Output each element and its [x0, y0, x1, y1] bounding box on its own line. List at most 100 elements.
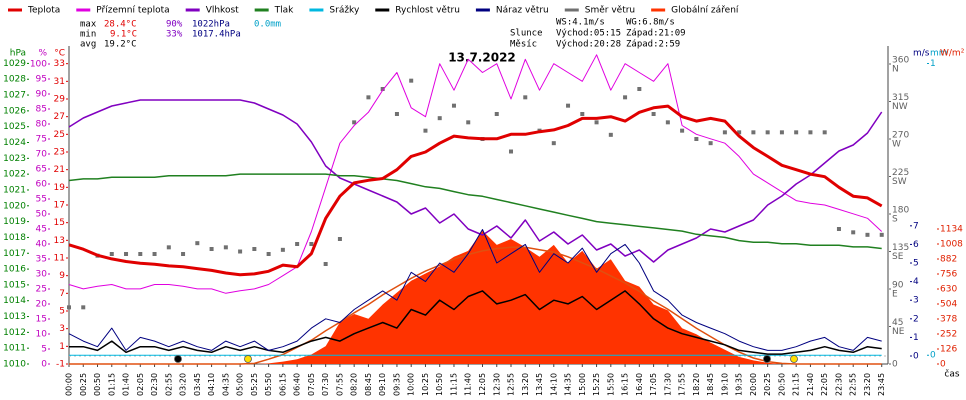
y-tick-label: 0: [41, 360, 47, 370]
y-tick-label: N: [892, 65, 899, 75]
legend-label: Globální záření: [671, 6, 739, 16]
stat-label: max: [80, 20, 97, 30]
point: [580, 112, 585, 116]
point: [665, 120, 670, 125]
y-tick-label: 0: [892, 360, 898, 370]
y-tick-label: 3: [913, 296, 919, 306]
y-tick-label: 25: [36, 285, 47, 295]
y-tick-label: W: [892, 140, 901, 150]
point: [394, 112, 399, 116]
y-tick-label: 5: [41, 345, 47, 355]
y-tick-label: 29: [54, 95, 66, 105]
stat: 9.1°C: [110, 30, 137, 40]
y-tick-label: -1: [56, 360, 65, 370]
y-tick-label: 11: [54, 254, 65, 264]
x-tick-label: 21:15: [792, 373, 801, 396]
y-tick-label: 25: [54, 130, 65, 140]
y-tick-label: 1: [59, 342, 65, 352]
point: [280, 247, 285, 252]
y-tick-label: 378: [940, 314, 957, 324]
y-tick-label: 27: [54, 112, 65, 122]
y-tick-label: 3: [59, 324, 65, 334]
y-tick-label: 1026: [3, 106, 26, 116]
x-tick-label: 07:05: [307, 373, 316, 396]
x-tick-label: 07:30: [321, 373, 330, 396]
x-tick-label: 17:30: [663, 373, 672, 396]
y-tick-label: 7: [913, 221, 919, 231]
y-tick-label: 50: [36, 210, 48, 220]
point: [352, 120, 357, 125]
y-tick-label: 252: [940, 329, 957, 339]
x-tick-label: 10:50: [435, 373, 444, 396]
point: [209, 247, 214, 251]
point: [851, 230, 856, 235]
line: [68, 173, 882, 250]
y-tick-label: 1008: [940, 239, 963, 249]
point: [238, 249, 243, 254]
chart-title: 13.7.2022: [448, 51, 516, 65]
stat: 0.0mm: [254, 20, 281, 30]
y-tick-label: 2: [913, 314, 919, 324]
x-tick-label: 01:15: [107, 373, 116, 396]
y-tick-label: 9: [59, 271, 65, 281]
y-tick-label: 5: [59, 307, 65, 317]
point: [295, 242, 300, 246]
x-tick-label: 03:45: [193, 373, 202, 396]
x-tick-label: 08:20: [350, 373, 359, 396]
axis-title: m/s: [913, 49, 930, 59]
x-tick-label: 16:40: [635, 373, 644, 396]
x-tick-label: 14:10: [549, 373, 558, 396]
point: [124, 252, 129, 256]
x-tick-label: 07:55: [335, 373, 344, 396]
area: [69, 230, 882, 364]
point: [437, 116, 442, 121]
y-tick-label: E: [892, 290, 898, 300]
stat: 1017.4hPa: [192, 30, 241, 40]
x-tick-label: 12:05: [478, 373, 487, 396]
y-tick-label: 75: [36, 135, 47, 145]
y-tick-label: 1134: [940, 224, 963, 234]
x-tick-label: 22:05: [820, 373, 829, 396]
x-tick-label: 02:55: [164, 373, 173, 396]
point: [181, 252, 186, 256]
y-tick-label: 23: [54, 148, 65, 158]
point: [751, 130, 756, 135]
y-tick-label: 40: [36, 240, 48, 250]
line: [68, 54, 883, 294]
x-tick-label: 17:05: [649, 373, 658, 396]
x-tick-label: 09:10: [378, 373, 387, 396]
point: [223, 245, 228, 250]
y-tick-label: 15: [54, 218, 65, 228]
y-tick-label: 100: [30, 60, 47, 70]
y-tick-label: SW: [892, 177, 907, 187]
y-tick-label: 45: [892, 318, 903, 328]
y-tick-label: 270: [892, 131, 909, 141]
x-tick-label: 00:25: [79, 373, 88, 396]
x-tick-label: 16:15: [621, 373, 630, 396]
x-axis-label: čas: [944, 369, 959, 380]
x-tick-label: 02:05: [136, 373, 145, 396]
y-tick-label: SE: [892, 252, 904, 262]
point: [879, 232, 884, 237]
legend-label: Srážky: [329, 6, 360, 16]
y-tick-label: 1015: [3, 280, 26, 290]
y-tick-label: 1025: [3, 122, 26, 132]
line: [68, 229, 882, 351]
y-tick-label: 21: [54, 165, 65, 175]
y-tick-label: 1016: [3, 265, 26, 275]
point: [494, 112, 499, 116]
y-tick-label: 1024: [3, 138, 26, 148]
point: [637, 87, 642, 91]
x-tick-label: 06:15: [278, 373, 287, 396]
legend-label: Náraz větru: [496, 6, 549, 16]
point: [779, 130, 784, 135]
x-tick-label: 05:00: [236, 373, 245, 396]
legend-label: Rychlost větru: [395, 6, 460, 16]
x-tick-label: 08:45: [364, 373, 373, 396]
y-tick-label: 85: [36, 105, 47, 115]
x-tick-label: 12:55: [507, 373, 516, 396]
y-tick-label: 1027: [3, 91, 26, 101]
point: [81, 305, 86, 310]
point: [566, 103, 571, 108]
y-tick-label: 7: [59, 289, 65, 299]
